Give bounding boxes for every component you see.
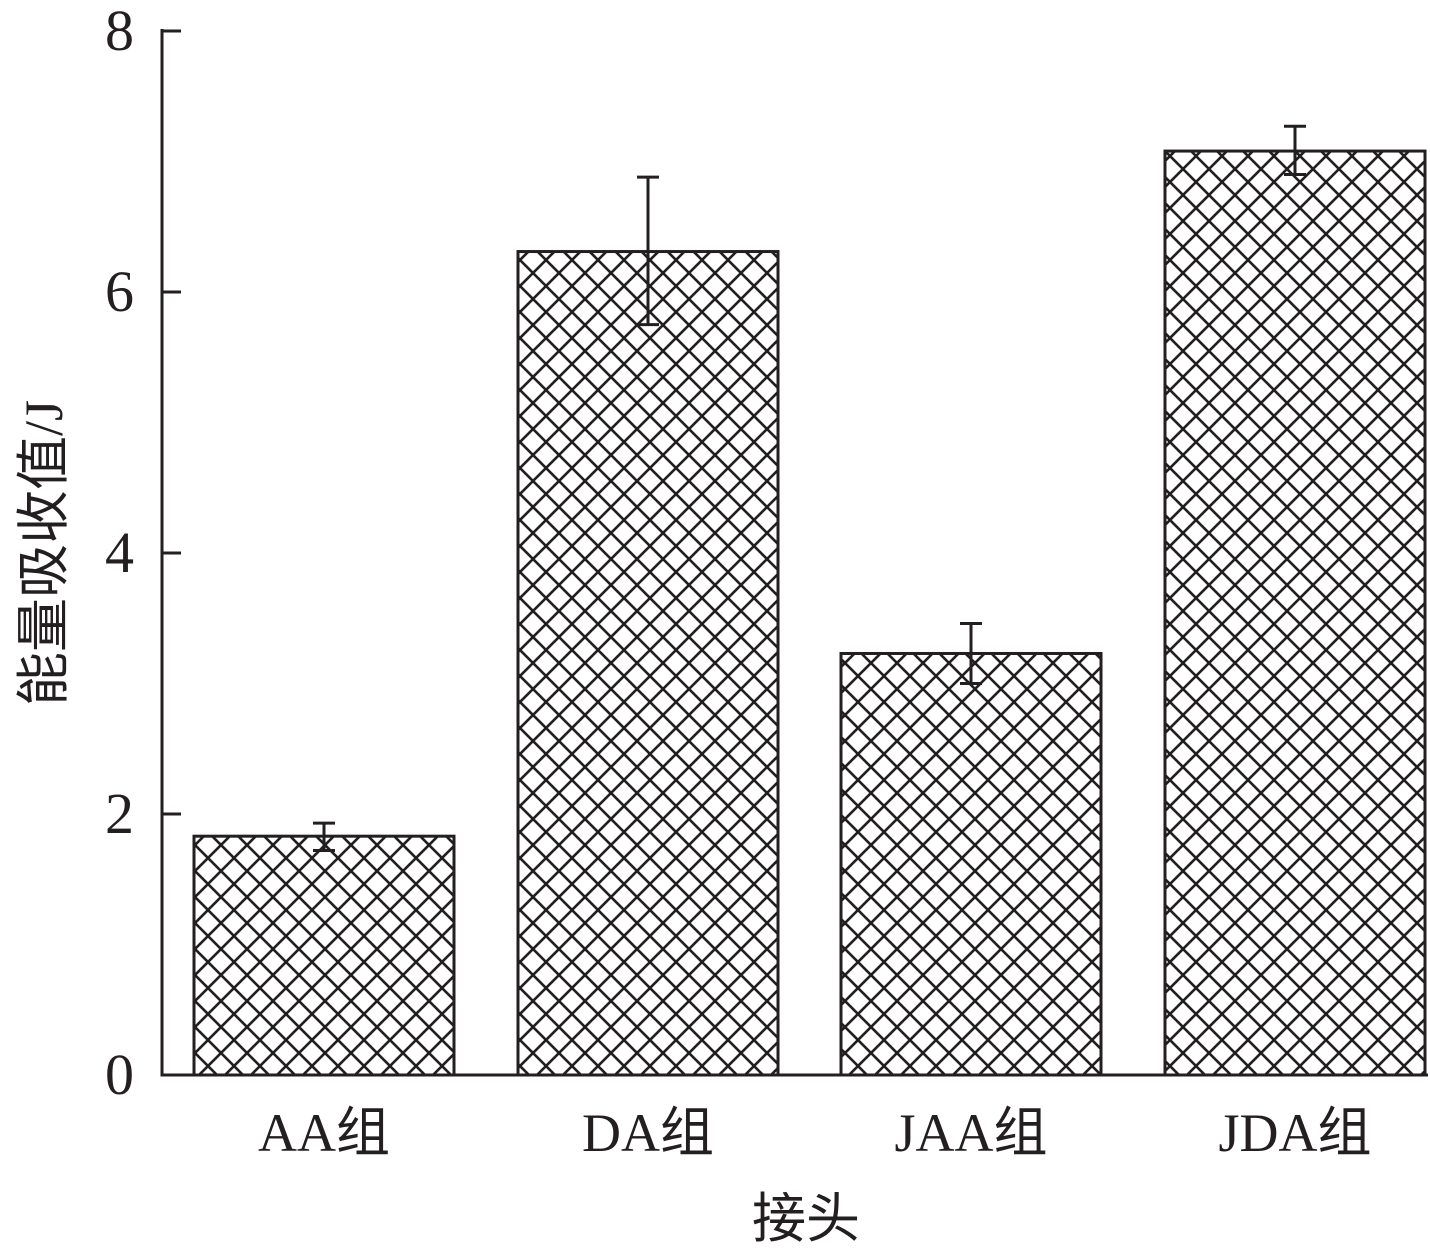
bar-da [518,252,778,1075]
y-tick-label: 2 [105,781,134,846]
y-tick-label: 4 [105,520,134,585]
x-tick-label: AA组 [258,1103,390,1163]
bars-layer [194,151,1425,1075]
x-tick-label: DA组 [582,1103,714,1163]
y-tick-label: 6 [105,259,134,324]
bar-jda [1165,151,1425,1075]
bar-aa [194,836,454,1075]
x-axis-title: 接头 [752,1189,860,1249]
y-tick-label: 0 [105,1042,134,1107]
y-tick-label: 8 [105,0,134,63]
error-bars-layer [313,126,1306,850]
bar-jaa [841,653,1101,1075]
x-tick-label: JDA组 [1218,1103,1371,1163]
y-axis-title: 能量吸收值/J [14,400,74,706]
x-tick-label: JAA组 [894,1103,1047,1163]
